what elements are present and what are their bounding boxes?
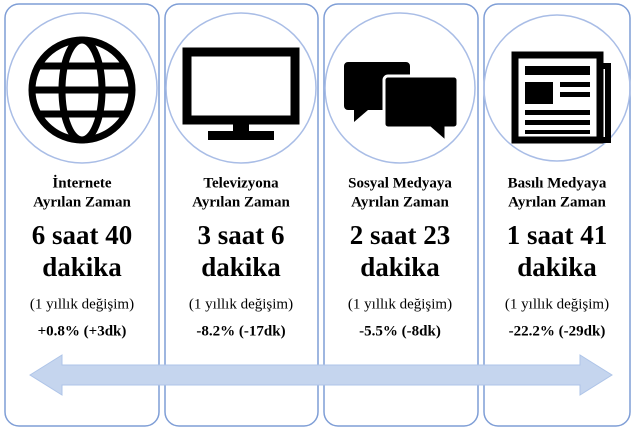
change-value: -8.2% (-17dk) bbox=[196, 323, 285, 339]
card-time: dakika bbox=[42, 252, 122, 282]
change-value: +0.8% (+3dk) bbox=[38, 323, 127, 339]
card-time: dakika bbox=[201, 252, 281, 282]
card-label: Ayrılan Zaman bbox=[192, 194, 290, 210]
card-label: Sosyal Medyaya bbox=[348, 175, 452, 191]
globe-icon bbox=[28, 36, 136, 144]
icon-circles bbox=[6, 12, 631, 164]
card-label: Ayrılan Zaman bbox=[33, 194, 131, 210]
card-time: 6 saat 40 bbox=[32, 220, 133, 250]
card-time: 3 saat 6 bbox=[198, 220, 285, 250]
newspaper-icon bbox=[511, 51, 611, 144]
change-value: -5.5% (-8dk) bbox=[359, 323, 441, 339]
card-time: 2 saat 23 bbox=[350, 220, 451, 250]
card-label: Basılı Medyaya bbox=[508, 175, 607, 191]
timeline-arrow bbox=[29, 354, 613, 396]
card-time: dakika bbox=[360, 252, 440, 282]
change-label: (1 yıllık değişim) bbox=[348, 296, 452, 312]
card-time: 1 saat 41 bbox=[507, 220, 608, 250]
change-label: (1 yıllık değişim) bbox=[189, 296, 293, 312]
chat-icon bbox=[344, 62, 460, 146]
change-value: -22.2% (-29dk) bbox=[509, 323, 606, 339]
card-label: Ayrılan Zaman bbox=[351, 194, 449, 210]
change-label: (1 yıllık değişim) bbox=[505, 296, 609, 312]
card-label: Ayrılan Zaman bbox=[508, 194, 606, 210]
tv-icon bbox=[182, 47, 300, 140]
card-label: Televizyona bbox=[203, 175, 279, 191]
card-label: İnternete bbox=[52, 174, 111, 191]
card-time: dakika bbox=[517, 252, 597, 282]
change-label: (1 yıllık değişim) bbox=[30, 296, 134, 312]
